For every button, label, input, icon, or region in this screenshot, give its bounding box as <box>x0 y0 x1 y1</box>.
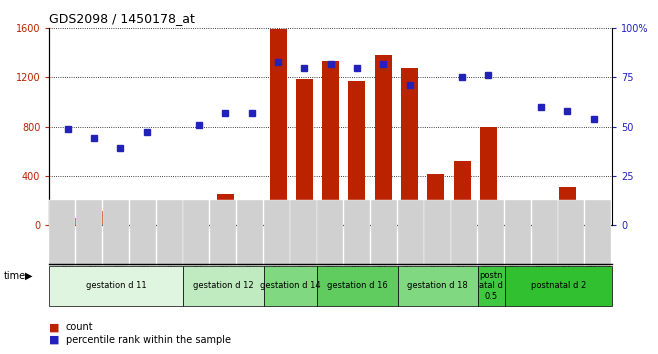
Text: percentile rank within the sample: percentile rank within the sample <box>66 335 231 345</box>
Bar <box>243 201 261 225</box>
Text: GDS2098 / 1450178_at: GDS2098 / 1450178_at <box>49 12 195 25</box>
Bar <box>191 212 208 225</box>
Bar <box>532 206 549 225</box>
Bar <box>427 174 444 225</box>
Text: time: time <box>3 271 26 281</box>
Bar <box>506 219 523 225</box>
Bar <box>217 194 234 225</box>
Text: gestation d 11: gestation d 11 <box>86 281 147 290</box>
Text: gestation d 18: gestation d 18 <box>407 281 468 290</box>
Bar <box>480 126 497 225</box>
Text: postnatal d 2: postnatal d 2 <box>531 281 586 290</box>
Bar <box>86 211 103 225</box>
Bar <box>585 201 602 225</box>
Bar <box>164 222 182 225</box>
Text: gestation d 16: gestation d 16 <box>327 281 388 290</box>
Text: gestation d 14: gestation d 14 <box>260 281 320 290</box>
Bar <box>453 161 470 225</box>
Bar <box>374 55 392 225</box>
Bar <box>59 218 76 225</box>
Text: ■: ■ <box>49 335 60 345</box>
Text: count: count <box>66 322 93 332</box>
Bar <box>322 62 339 225</box>
Bar <box>296 79 313 225</box>
Bar <box>112 213 129 225</box>
Bar <box>138 214 155 225</box>
Text: postn
atal d
0.5: postn atal d 0.5 <box>480 271 503 301</box>
Text: gestation d 12: gestation d 12 <box>193 281 254 290</box>
Bar <box>348 80 365 225</box>
Bar <box>401 68 418 225</box>
Bar <box>559 187 576 225</box>
Text: ▶: ▶ <box>25 271 32 281</box>
Text: ■: ■ <box>49 322 60 332</box>
Bar <box>270 29 287 225</box>
